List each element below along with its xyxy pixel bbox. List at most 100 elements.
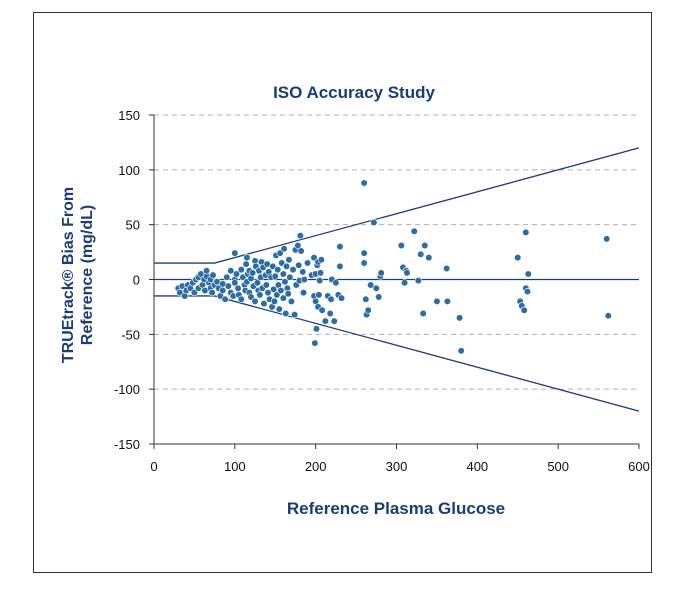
y-axis-label: TRUEtrack® Bias From Reference (mg/dL) <box>60 187 96 363</box>
data-point <box>315 291 323 299</box>
data-point <box>296 232 304 240</box>
data-point <box>279 270 287 278</box>
data-point <box>321 317 329 325</box>
data-point <box>279 294 287 302</box>
data-point <box>417 250 425 258</box>
data-point <box>421 241 429 250</box>
data-point <box>425 253 433 262</box>
data-point <box>375 293 383 301</box>
data-point <box>443 264 451 273</box>
axes <box>149 114 640 449</box>
data-point <box>604 312 612 320</box>
data-point <box>299 289 308 297</box>
data-point <box>360 179 368 187</box>
data-point <box>397 241 405 250</box>
data-points <box>174 179 612 355</box>
data-point <box>311 339 319 347</box>
x-tick-label: 0 <box>150 459 157 474</box>
data-point <box>336 262 344 270</box>
chart-title: ISO Accuracy Study <box>273 83 435 102</box>
lower-limit-line <box>154 295 640 412</box>
data-point <box>231 279 239 287</box>
data-point <box>281 278 289 286</box>
data-point <box>303 259 312 267</box>
data-point <box>190 289 199 297</box>
y-axis-label-line1: TRUEtrack® Bias From <box>60 187 77 363</box>
x-axis-label: Reference Plasma Glucose <box>287 499 505 518</box>
data-point <box>231 249 239 257</box>
data-point <box>522 228 530 236</box>
data-point <box>419 309 427 318</box>
data-point <box>318 306 326 314</box>
data-point <box>219 286 227 295</box>
upper-limit-line <box>154 147 640 264</box>
data-point <box>317 256 325 264</box>
data-point <box>277 286 285 295</box>
chart-frame <box>33 12 652 573</box>
data-point <box>326 309 334 318</box>
x-tick-label: 400 <box>466 459 488 474</box>
data-point <box>367 281 375 289</box>
data-point <box>400 279 409 287</box>
data-point <box>372 284 380 292</box>
x-tick-label: 200 <box>305 459 327 474</box>
data-point <box>603 235 611 243</box>
data-point <box>327 295 335 303</box>
data-point <box>362 295 370 303</box>
data-point <box>297 247 305 255</box>
data-point <box>289 266 297 274</box>
y-tick-label: 0 <box>133 273 140 288</box>
data-point <box>285 256 293 264</box>
data-point <box>330 317 338 325</box>
data-point <box>224 282 232 290</box>
data-point <box>377 269 385 277</box>
data-point <box>227 267 235 275</box>
data-point <box>310 253 318 262</box>
data-point <box>280 245 288 253</box>
data-point <box>291 310 299 319</box>
data-point <box>256 291 264 299</box>
data-point <box>202 267 211 275</box>
y-tick-label: -150 <box>114 437 140 452</box>
data-point <box>336 243 344 251</box>
data-point <box>284 290 292 298</box>
data-point <box>332 279 340 287</box>
data-point <box>232 270 241 278</box>
data-point <box>237 295 245 303</box>
data-point <box>410 227 418 235</box>
data-point <box>316 276 324 285</box>
x-tick-labels: 0 100 200 300 400 500 600 <box>150 459 649 474</box>
data-point <box>208 289 216 297</box>
data-point <box>271 272 279 280</box>
data-point <box>523 287 532 296</box>
data-point <box>360 249 368 257</box>
data-point <box>223 273 231 281</box>
data-point <box>273 291 281 299</box>
data-point <box>262 281 270 289</box>
data-point <box>286 273 294 281</box>
data-point <box>270 297 279 306</box>
data-point <box>287 297 296 306</box>
y-tick-label: -100 <box>114 382 140 397</box>
data-point <box>243 253 251 262</box>
data-point <box>316 269 325 277</box>
y-axis-label-line2: Reference (mg/dL) <box>79 205 96 345</box>
data-point <box>312 325 321 333</box>
data-point <box>295 261 303 269</box>
x-tick-label: 500 <box>547 459 569 474</box>
data-point <box>253 279 262 287</box>
data-point <box>260 300 268 308</box>
data-point <box>299 268 307 276</box>
data-point <box>364 306 372 314</box>
data-point <box>337 294 346 302</box>
y-tick-label: 150 <box>118 108 140 123</box>
data-point <box>234 284 242 292</box>
data-point <box>264 289 272 297</box>
data-point <box>275 305 283 313</box>
data-point <box>242 260 250 268</box>
data-point <box>433 297 441 306</box>
data-point <box>276 249 284 257</box>
y-tick-labels: 150 100 50 0 -50 -100 -150 <box>114 108 140 452</box>
data-point <box>274 266 282 274</box>
